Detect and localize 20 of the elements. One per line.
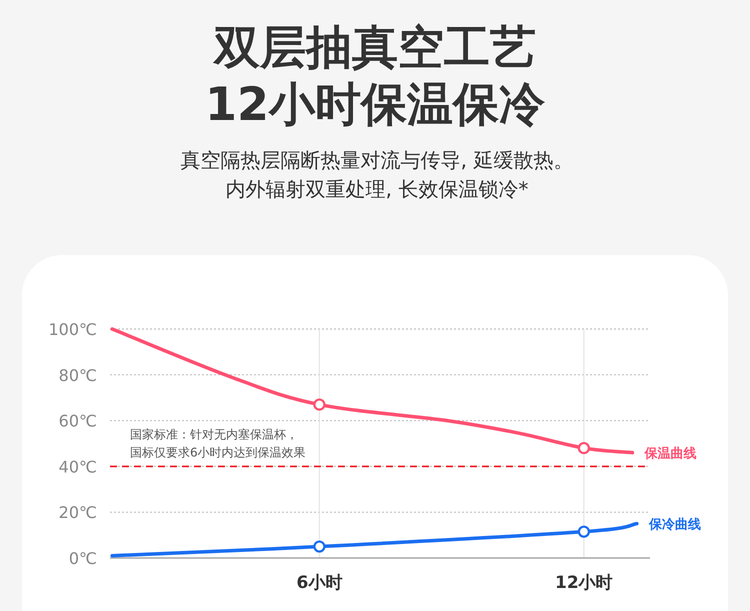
point: [578, 526, 590, 538]
y-tick-label: 0℃: [68, 549, 97, 568]
line-series: [110, 522, 639, 558]
series-label: 保温曲线: [643, 446, 696, 462]
point: [313, 540, 326, 553]
ref-line-label: 国家标准：针对无内塞保温杯，: [130, 427, 298, 442]
annotation: 国标仅要求6小时内达到保温效果: [130, 445, 306, 460]
x-tick-label: 6小时: [296, 573, 342, 593]
point: [313, 398, 326, 411]
y-tick-label: 20℃: [58, 503, 97, 522]
y-tick-label: 100℃: [48, 320, 97, 339]
y-tick-label: 40℃: [58, 457, 97, 476]
text: 内外辐射双重处理, 长效保温锁冷*: [226, 177, 528, 201]
x-tick-label: 12小时: [555, 573, 613, 593]
y-tick-label: 60℃: [58, 412, 97, 431]
point: [578, 442, 590, 454]
chart-title: 双层抽真空工艺 12小时保温保冷: [204, 20, 546, 131]
y-tick-label: 80℃: [58, 366, 97, 385]
series-label: 保冷曲线: [648, 518, 701, 533]
chart-subtitle: 真空隔热层隔断热量对流与传导, 延缓散热。: [180, 148, 574, 172]
